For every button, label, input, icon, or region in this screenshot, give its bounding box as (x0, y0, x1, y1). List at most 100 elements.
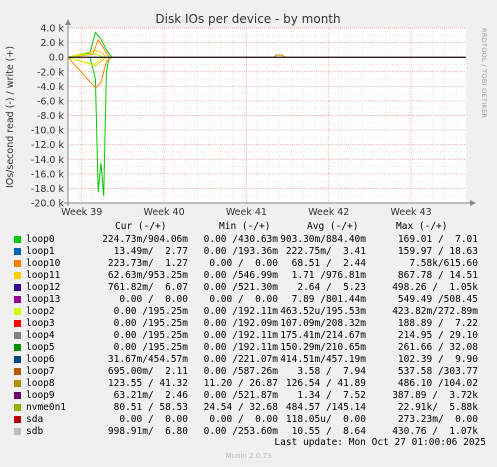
legend-series-name: loop4 (26, 330, 55, 341)
y-tick-label: 0.0 (49, 53, 64, 64)
x-tick-labels: Week 39 Week 40 Week 41 Week 42 Week 43 (61, 207, 432, 218)
legend-avg-value: 7.89 /801.44m (291, 294, 366, 305)
legend-row: loop6 31.67m/454.57m 0.00 /221.07m 414.51m/… (0, 354, 497, 366)
legend-swatch (14, 236, 21, 243)
legend-row: loop7 695.00m/ 2.11 0.00 /587.26m 3.58 / 7.… (0, 366, 497, 378)
legend-avg-value: 903.30m/884.40m (280, 234, 366, 245)
footer: Last update: Mon Oct 27 01:00:06 2025 (0, 437, 497, 450)
header-min: Min (-/+) (219, 221, 271, 232)
legend-min-value: 0.00 /193.36m (203, 246, 278, 257)
last-update: Last update: Mon Oct 27 01:00:06 2025 (274, 437, 486, 448)
y-tick-label: -16.0 k (31, 169, 65, 180)
legend-max-value: 7.58k/615.60 (409, 258, 478, 269)
legend-cur-value: 998.91m/ 6.80 (107, 426, 188, 437)
legend-series-name: loop7 (26, 366, 55, 377)
legend-table: loop0 224.73m/904.06m 0.00 /430.63m 903.30m… (0, 234, 497, 438)
legend-series-name: loop5 (26, 342, 55, 353)
x-tick-label: Week 43 (391, 207, 432, 218)
legend-max-value: 261.66 / 32.08 (397, 342, 478, 353)
legend-avg-value: 150.29m/210.65m (280, 342, 366, 353)
legend-swatch (14, 284, 21, 291)
legend-avg-value: 10.55 / 8.64 (291, 426, 366, 437)
legend-swatch (14, 416, 21, 423)
chart-title: Disk IOs per device - by month (155, 12, 340, 26)
legend-swatch (14, 344, 21, 351)
legend-swatch (14, 272, 21, 279)
legend-max-value: 387.89 / 3.72k (392, 390, 478, 401)
legend-min-value: 0.00 /430.63m (203, 234, 278, 245)
legend-row: loop10 223.73m/ 1.27 0.00 / 0.00 68.51 / 2.… (0, 258, 497, 270)
legend-cur-value: 224.73m/904.06m (102, 234, 188, 245)
legend-series-name: loop3 (26, 318, 55, 329)
legend-cur-value: 80.51 / 58.53 (113, 402, 188, 413)
legend-cur-value: 761.82m/ 6.07 (107, 282, 188, 293)
grid-lines (67, 27, 466, 204)
legend-max-value: 273.23m/ 0.00 (397, 414, 478, 425)
disk-io-chart: Disk IOs per device - by month IOs/secon… (5, 12, 476, 218)
y-tick-label: -2.0 k (37, 67, 65, 78)
legend-avg-value: 2.64 / 5.23 (297, 282, 366, 293)
legend-row: loop12 761.82m/ 6.07 0.00 /521.30m 2.64 / 5… (0, 282, 497, 294)
legend-max-value: 867.78 / 14.51 (397, 270, 478, 281)
legend-min-value: 0.00 /521.87m (203, 390, 278, 401)
legend-row: sdb 998.91m/ 6.80 0.00 /253.60m 10.55 / 8.6… (0, 426, 497, 438)
y-tick-label: -8.0 k (37, 111, 65, 122)
legend-swatch (14, 428, 21, 435)
y-axis-arrow (65, 19, 71, 25)
legend-cur-value: 13.49m/ 2.77 (113, 246, 188, 257)
legend-avg-value: 126.54 / 41.89 (285, 378, 366, 389)
legend-series-name: nvme0n1 (26, 402, 67, 413)
x-tick-label: Week 41 (226, 207, 267, 218)
legend-cur-value: 62.63m/953.25m (107, 270, 188, 281)
legend-avg-value: 414.51m/457.19m (280, 354, 366, 365)
legend-series-name: loop10 (26, 258, 61, 269)
legend-max-value: 214.95 / 29.10 (397, 330, 478, 341)
legend-header: Cur (-/+) Min (-/+) Avg (-/+) Max (-/+) (0, 221, 497, 234)
legend-min-value: 0.00 /253.60m (203, 426, 278, 437)
legend-series-name: sdb (26, 426, 44, 437)
legend-min-value: 0.00 / 0.00 (209, 294, 278, 305)
y-tick-label: -4.0 k (37, 82, 65, 93)
legend-series-name: loop1 (26, 246, 55, 257)
header-max: Max (-/+) (396, 221, 448, 232)
legend-cur-value: 0.00 /195.25m (113, 330, 188, 341)
legend-cur-value: 63.21m/ 2.46 (113, 390, 188, 401)
legend-min-value: 0.00 / 0.00 (209, 414, 278, 425)
legend-series-name: loop2 (26, 306, 55, 317)
legend-avg-value: 3.58 / 7.94 (297, 366, 366, 377)
legend-swatch (14, 332, 21, 339)
rrdtool-credit: RRDTOOL / TOBI OETIKER (480, 28, 488, 119)
legend-series-name: sda (26, 414, 44, 425)
legend-min-value: 0.00 /221.07m (203, 354, 278, 365)
legend-max-value: 423.82m/272.89m (392, 306, 478, 317)
legend-row: nvme0n1 80.51 / 58.53 24.54 / 32.68 484.57 … (0, 402, 497, 414)
legend-row: loop5 0.00 /195.25m 0.00 /192.11m 150.29m/2… (0, 342, 497, 354)
legend-swatch (14, 380, 21, 387)
legend-series-name: loop13 (26, 294, 61, 305)
y-axis-label: IOs/second read (-) / write (+) (5, 46, 16, 188)
legend-min-value: 0.00 /192.09m (203, 318, 278, 329)
legend-avg-value: 118.05u/ 0.00 (285, 414, 366, 425)
legend-row: loop4 0.00 /195.25m 0.00 /192.11m 175.41m/2… (0, 330, 497, 342)
legend-row: loop11 62.63m/953.25m 0.00 /546.99m 1.71 /9… (0, 270, 497, 282)
legend-row: loop8 123.55 / 41.32 11.20 / 26.87 126.54 /… (0, 378, 497, 390)
legend-swatch (14, 392, 21, 399)
legend-min-value: 0.00 /192.11m (203, 306, 278, 317)
legend-min-value: 0.00 /192.11m (203, 330, 278, 341)
header-cur: Cur (-/+) (115, 221, 167, 232)
legend-avg-value: 484.57 /145.14 (285, 402, 366, 413)
y-tick-label: -10.0 k (31, 126, 65, 137)
legend-avg-value: 463.52u/195.53m (280, 306, 366, 317)
legend-row: loop1 13.49m/ 2.77 0.00 /193.36m 222.75m/ 3… (0, 246, 497, 258)
legend-min-value: 24.54 / 32.68 (203, 402, 278, 413)
legend-max-value: 159.97 / 18.63 (397, 246, 478, 257)
legend-series-name: loop11 (26, 270, 61, 281)
legend-series-name: loop9 (26, 390, 55, 401)
legend-series-name: loop0 (26, 234, 55, 245)
legend-cur-value: 695.00m/ 2.11 (107, 366, 188, 377)
legend-swatch (14, 248, 21, 255)
legend-min-value: 0.00 /546.99m (203, 270, 278, 281)
x-axis-arrow (470, 200, 476, 206)
legend-cur-value: 123.55 / 41.32 (107, 378, 188, 389)
legend-avg-value: 175.41m/214.67m (280, 330, 366, 341)
